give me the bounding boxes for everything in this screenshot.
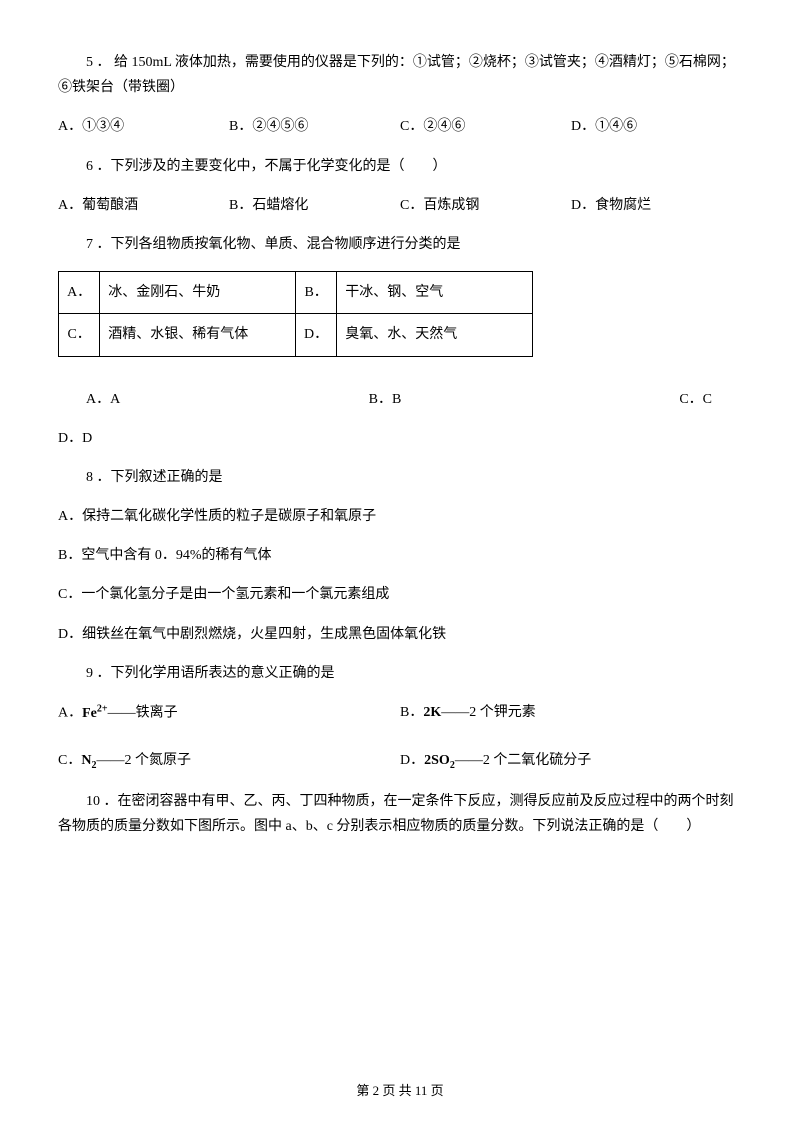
cell-a-lab: A． (59, 272, 100, 314)
q7-ans-a: A．A (58, 387, 276, 412)
cell-b-val: 干冰、钢、空气 (337, 272, 533, 314)
cell-d-val: 臭氧、水、天然气 (337, 314, 533, 356)
q9-b-post: ——2 个钾元素 (441, 705, 536, 720)
cell-d-lab: D． (295, 314, 336, 356)
q6-stem: 6 ．下列涉及的主要变化中，不属于化学变化的是（ ） (58, 154, 742, 179)
q6-opt-c: C．百炼成钢 (400, 193, 571, 218)
table-row: A． 冰、金刚石、牛奶 B． 干冰、钢、空气 (59, 272, 533, 314)
q7-ans-d: D．D (58, 426, 742, 451)
q7-stem: 7 ．下列各组物质按氧化物、单质、混合物顺序进行分类的是 (58, 232, 742, 257)
cell-a-val: 冰、金刚石、牛奶 (100, 272, 296, 314)
q9-opt-c: C．N2——2 个氮原子 (58, 748, 400, 775)
q9-opt-b: B．2K——2 个钾元素 (400, 700, 742, 726)
q5-opt-a: A．①③④ (58, 114, 229, 139)
q9-a-pre: A． (58, 706, 82, 721)
cell-c-val: 酒精、水银、稀有气体 (100, 314, 296, 356)
table-row: C． 酒精、水银、稀有气体 D． 臭氧、水、天然气 (59, 314, 533, 356)
q9-c-post: ——2 个氮原子 (96, 753, 191, 768)
q9-d-post: ——2 个二氧化硫分子 (455, 753, 592, 768)
cell-c-lab: C． (59, 314, 100, 356)
q5-opt-c: C．②④⑥ (400, 114, 571, 139)
q6-options: A．葡萄酿酒 B．石蜡熔化 C．百炼成钢 D．食物腐烂 (58, 193, 742, 218)
q6-opt-d: D．食物腐烂 (571, 193, 742, 218)
q8-opt-b: B．空气中含有 0．94%的稀有气体 (58, 543, 742, 568)
q6-opt-a: A．葡萄酿酒 (58, 193, 229, 218)
page-footer: 第 2 页 共 11 页 (0, 1079, 800, 1102)
q5-stem: 5 ． 给 150mL 液体加热，需要使用的仪器是下列的：①试管；②烧杯；③试管… (58, 50, 742, 100)
n2-formula: N2 (81, 753, 96, 768)
q5-opt-d: D．①④⑥ (571, 114, 742, 139)
q9-row2: C．N2——2 个氮原子 D．2SO2——2 个二氧化硫分子 (58, 748, 742, 775)
q9-stem: 9 ．下列化学用语所表达的意义正确的是 (58, 661, 742, 686)
q9-opt-a: A．Fe2+——铁离子 (58, 700, 400, 726)
q9-row1: A．Fe2+——铁离子 B．2K——2 个钾元素 (58, 700, 742, 726)
q8-opt-c: C．一个氯化氢分子是由一个氢元素和一个氯元素组成 (58, 582, 742, 607)
q8-opt-d: D．细铁丝在氧气中剧烈燃烧，火星四射，生成黑色固体氧化铁 (58, 622, 742, 647)
q7-answers-row1: A．A B．B C．C (58, 387, 742, 412)
q9-d-pre: D． (400, 753, 424, 768)
k-formula: 2K (423, 705, 441, 720)
q9-a-post: ——铁离子 (108, 706, 178, 721)
q9-opt-d: D．2SO2——2 个二氧化硫分子 (400, 748, 742, 775)
so2-formula: 2SO2 (424, 753, 455, 768)
q7-ans-c: C．C (494, 387, 742, 412)
q5-options: A．①③④ B．②④⑤⑥ C．②④⑥ D．①④⑥ (58, 114, 742, 139)
q8-stem: 8 ．下列叙述正确的是 (58, 465, 742, 490)
fe-formula: Fe2+ (82, 706, 107, 721)
q7-table: A． 冰、金刚石、牛奶 B． 干冰、钢、空气 C． 酒精、水银、稀有气体 D． … (58, 271, 533, 356)
q9-b-pre: B． (400, 705, 423, 720)
q6-opt-b: B．石蜡熔化 (229, 193, 400, 218)
q8-opt-a: A．保持二氧化碳化学性质的粒子是碳原子和氧原子 (58, 504, 742, 529)
q10-stem: 10 ．在密闭容器中有甲、乙、丙、丁四种物质，在一定条件下反应，测得反应前及反应… (58, 789, 742, 839)
q5-opt-b: B．②④⑤⑥ (229, 114, 400, 139)
cell-b-lab: B． (295, 272, 336, 314)
q7-ans-b: B．B (276, 387, 494, 412)
q9-c-pre: C． (58, 753, 81, 768)
